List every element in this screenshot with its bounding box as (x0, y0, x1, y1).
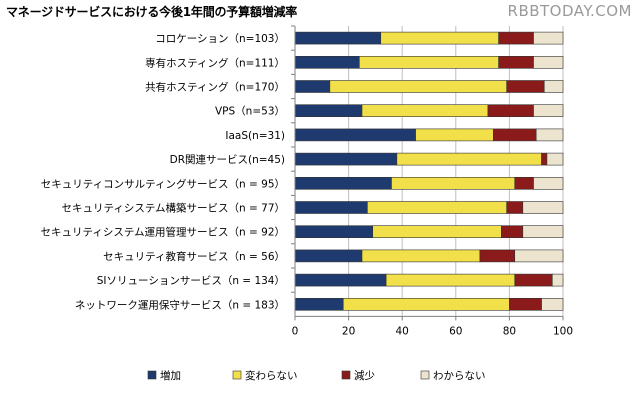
bar-7-series-3 (522, 201, 564, 214)
bar-2-series-3 (543, 80, 564, 93)
bar-11-series-2 (509, 297, 542, 311)
bar-6-series-3 (533, 177, 564, 190)
watermark: RBBTODAY.COM (507, 2, 632, 20)
legend-label-3: わからない (433, 370, 486, 382)
category-label-7: セキュリティシステム構築サービス（n = 77） (61, 202, 285, 215)
bar-5-series-1 (396, 152, 542, 166)
bar-8-series-3 (522, 225, 564, 238)
x-tick-label-80: 80 (503, 325, 516, 337)
bar-0-series-2 (498, 31, 534, 45)
category-label-4: IaaS(n=31) (225, 130, 285, 142)
category-label-3: VPS（n=53） (215, 106, 285, 118)
category-label-6: セキュリティコンサルティングサービス（n = 95） (41, 177, 285, 190)
bar-11-series-0 (294, 297, 344, 311)
x-tick-label-60: 60 (449, 325, 462, 337)
bar-0-series-3 (533, 31, 564, 45)
category-labels: コロケーション（n=103） 専有ホスティング（n=111） 共有ホスティング（n=… (40, 33, 285, 311)
x-tick-label-40: 40 (396, 325, 409, 337)
bar-9-series-3 (514, 249, 564, 263)
bar-1-series-0 (294, 55, 360, 69)
category-label-11: ネットワーク運用保守サービス（n = 183） (75, 298, 285, 311)
bar-4-series-3 (535, 128, 564, 142)
category-label-5: DR関連サービス(n=45) (170, 153, 285, 166)
bar-9-series-2 (479, 249, 516, 263)
legend-label-2: 減少 (354, 369, 375, 382)
bar-7-series-1 (367, 201, 508, 214)
category-label-8: セキュリティシステム運用管理サービス（n = 92） (40, 226, 285, 239)
bar-6-series-0 (294, 177, 392, 190)
bar-10-series-0 (294, 273, 387, 287)
chart-title: マネージドサービスにおける今後1年間の予算額増減率 (6, 5, 298, 19)
bar-9-series-0 (294, 249, 363, 263)
bar-3-series-2 (487, 104, 534, 117)
bar-10-series-1 (385, 273, 516, 287)
x-tick-label-100: 100 (553, 325, 573, 337)
bar-1-series-2 (498, 55, 534, 69)
bar-2-series-0 (294, 80, 331, 93)
bar-7-series-0 (294, 201, 368, 214)
x-tick-label-0: 0 (292, 325, 299, 337)
bars-layer (294, 31, 564, 311)
category-label-9: セキュリティ教育サービス（n = 56） (103, 250, 285, 263)
legend-label-1: 変わらない (245, 369, 298, 382)
bar-6-series-2 (514, 177, 534, 190)
bar-5-series-0 (294, 152, 398, 166)
bar-11-series-3 (541, 297, 564, 311)
grid-layer (348, 26, 564, 317)
bar-0-series-0 (294, 31, 382, 45)
legend-swatch-3 (420, 370, 430, 380)
legend-swatch-2 (341, 370, 351, 380)
bar-4-series-0 (294, 128, 416, 142)
bar-11-series-1 (342, 297, 510, 311)
bar-9-series-1 (361, 249, 481, 263)
legend-label-0: 増加 (160, 369, 181, 382)
axis-layer (291, 25, 564, 321)
legend-swatch-1 (232, 370, 242, 380)
bar-4-series-1 (415, 128, 494, 142)
category-label-2: 共有ホスティング（n=170） (145, 81, 285, 94)
bar-7-series-2 (506, 201, 524, 214)
x-tick-label-20: 20 (342, 325, 355, 337)
category-label-1: 専有ホスティング（n=111） (145, 56, 285, 69)
legend-swatch-0 (147, 370, 157, 380)
bar-1-series-1 (359, 55, 499, 69)
bar-10-series-2 (514, 273, 553, 287)
bar-3-series-0 (294, 104, 363, 117)
bar-8-series-0 (294, 225, 374, 238)
legend: 増加 変わらない 減少 わからない (147, 369, 486, 382)
bar-8-series-1 (372, 225, 502, 238)
bar-5-series-3 (546, 152, 564, 166)
bar-6-series-1 (391, 177, 516, 190)
category-label-0: コロケーション（n=103） (155, 33, 285, 45)
category-label-10: SIソリューションサービス（n = 134） (97, 275, 285, 287)
bar-3-series-3 (533, 104, 564, 117)
bar-2-series-1 (329, 80, 508, 93)
bar-2-series-2 (506, 80, 545, 93)
bar-4-series-2 (493, 128, 537, 142)
bar-3-series-1 (361, 104, 489, 117)
x-tick-labels: 0 20 40 60 80 100 (292, 325, 573, 337)
bar-5-series-2 (541, 152, 548, 166)
bar-8-series-2 (501, 225, 524, 238)
bar-10-series-3 (551, 273, 564, 287)
bar-1-series-3 (533, 55, 564, 69)
bar-0-series-1 (380, 31, 499, 45)
